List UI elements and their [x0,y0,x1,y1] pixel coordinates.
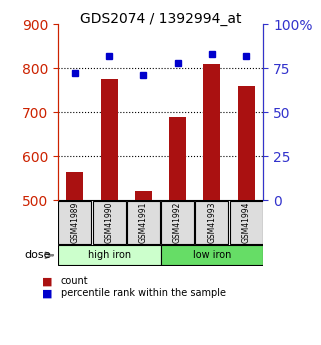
FancyBboxPatch shape [93,201,126,244]
Text: ■: ■ [42,288,52,298]
Text: GSM41993: GSM41993 [207,202,216,243]
Text: low iron: low iron [193,250,231,260]
Bar [100,79,118,200]
Bar [203,64,221,200]
FancyBboxPatch shape [127,201,160,244]
Text: count: count [61,276,89,286]
Text: ■: ■ [42,276,52,286]
FancyBboxPatch shape [161,201,194,244]
Text: GSM41991: GSM41991 [139,202,148,243]
Bar [135,191,152,200]
Text: GSM41994: GSM41994 [242,202,251,243]
Bar [238,86,255,200]
Text: GSM41989: GSM41989 [70,202,79,243]
Text: percentile rank within the sample: percentile rank within the sample [61,288,226,298]
FancyBboxPatch shape [195,201,228,244]
FancyBboxPatch shape [58,245,160,265]
Text: GSM41992: GSM41992 [173,202,182,243]
Text: GDS2074 / 1392994_at: GDS2074 / 1392994_at [80,12,241,26]
Bar [169,117,186,200]
Text: high iron: high iron [88,250,131,260]
FancyBboxPatch shape [230,201,263,244]
Text: dose: dose [25,250,51,260]
Text: GSM41990: GSM41990 [105,202,114,243]
Bar [66,172,83,200]
FancyBboxPatch shape [58,201,91,244]
FancyBboxPatch shape [160,245,263,265]
